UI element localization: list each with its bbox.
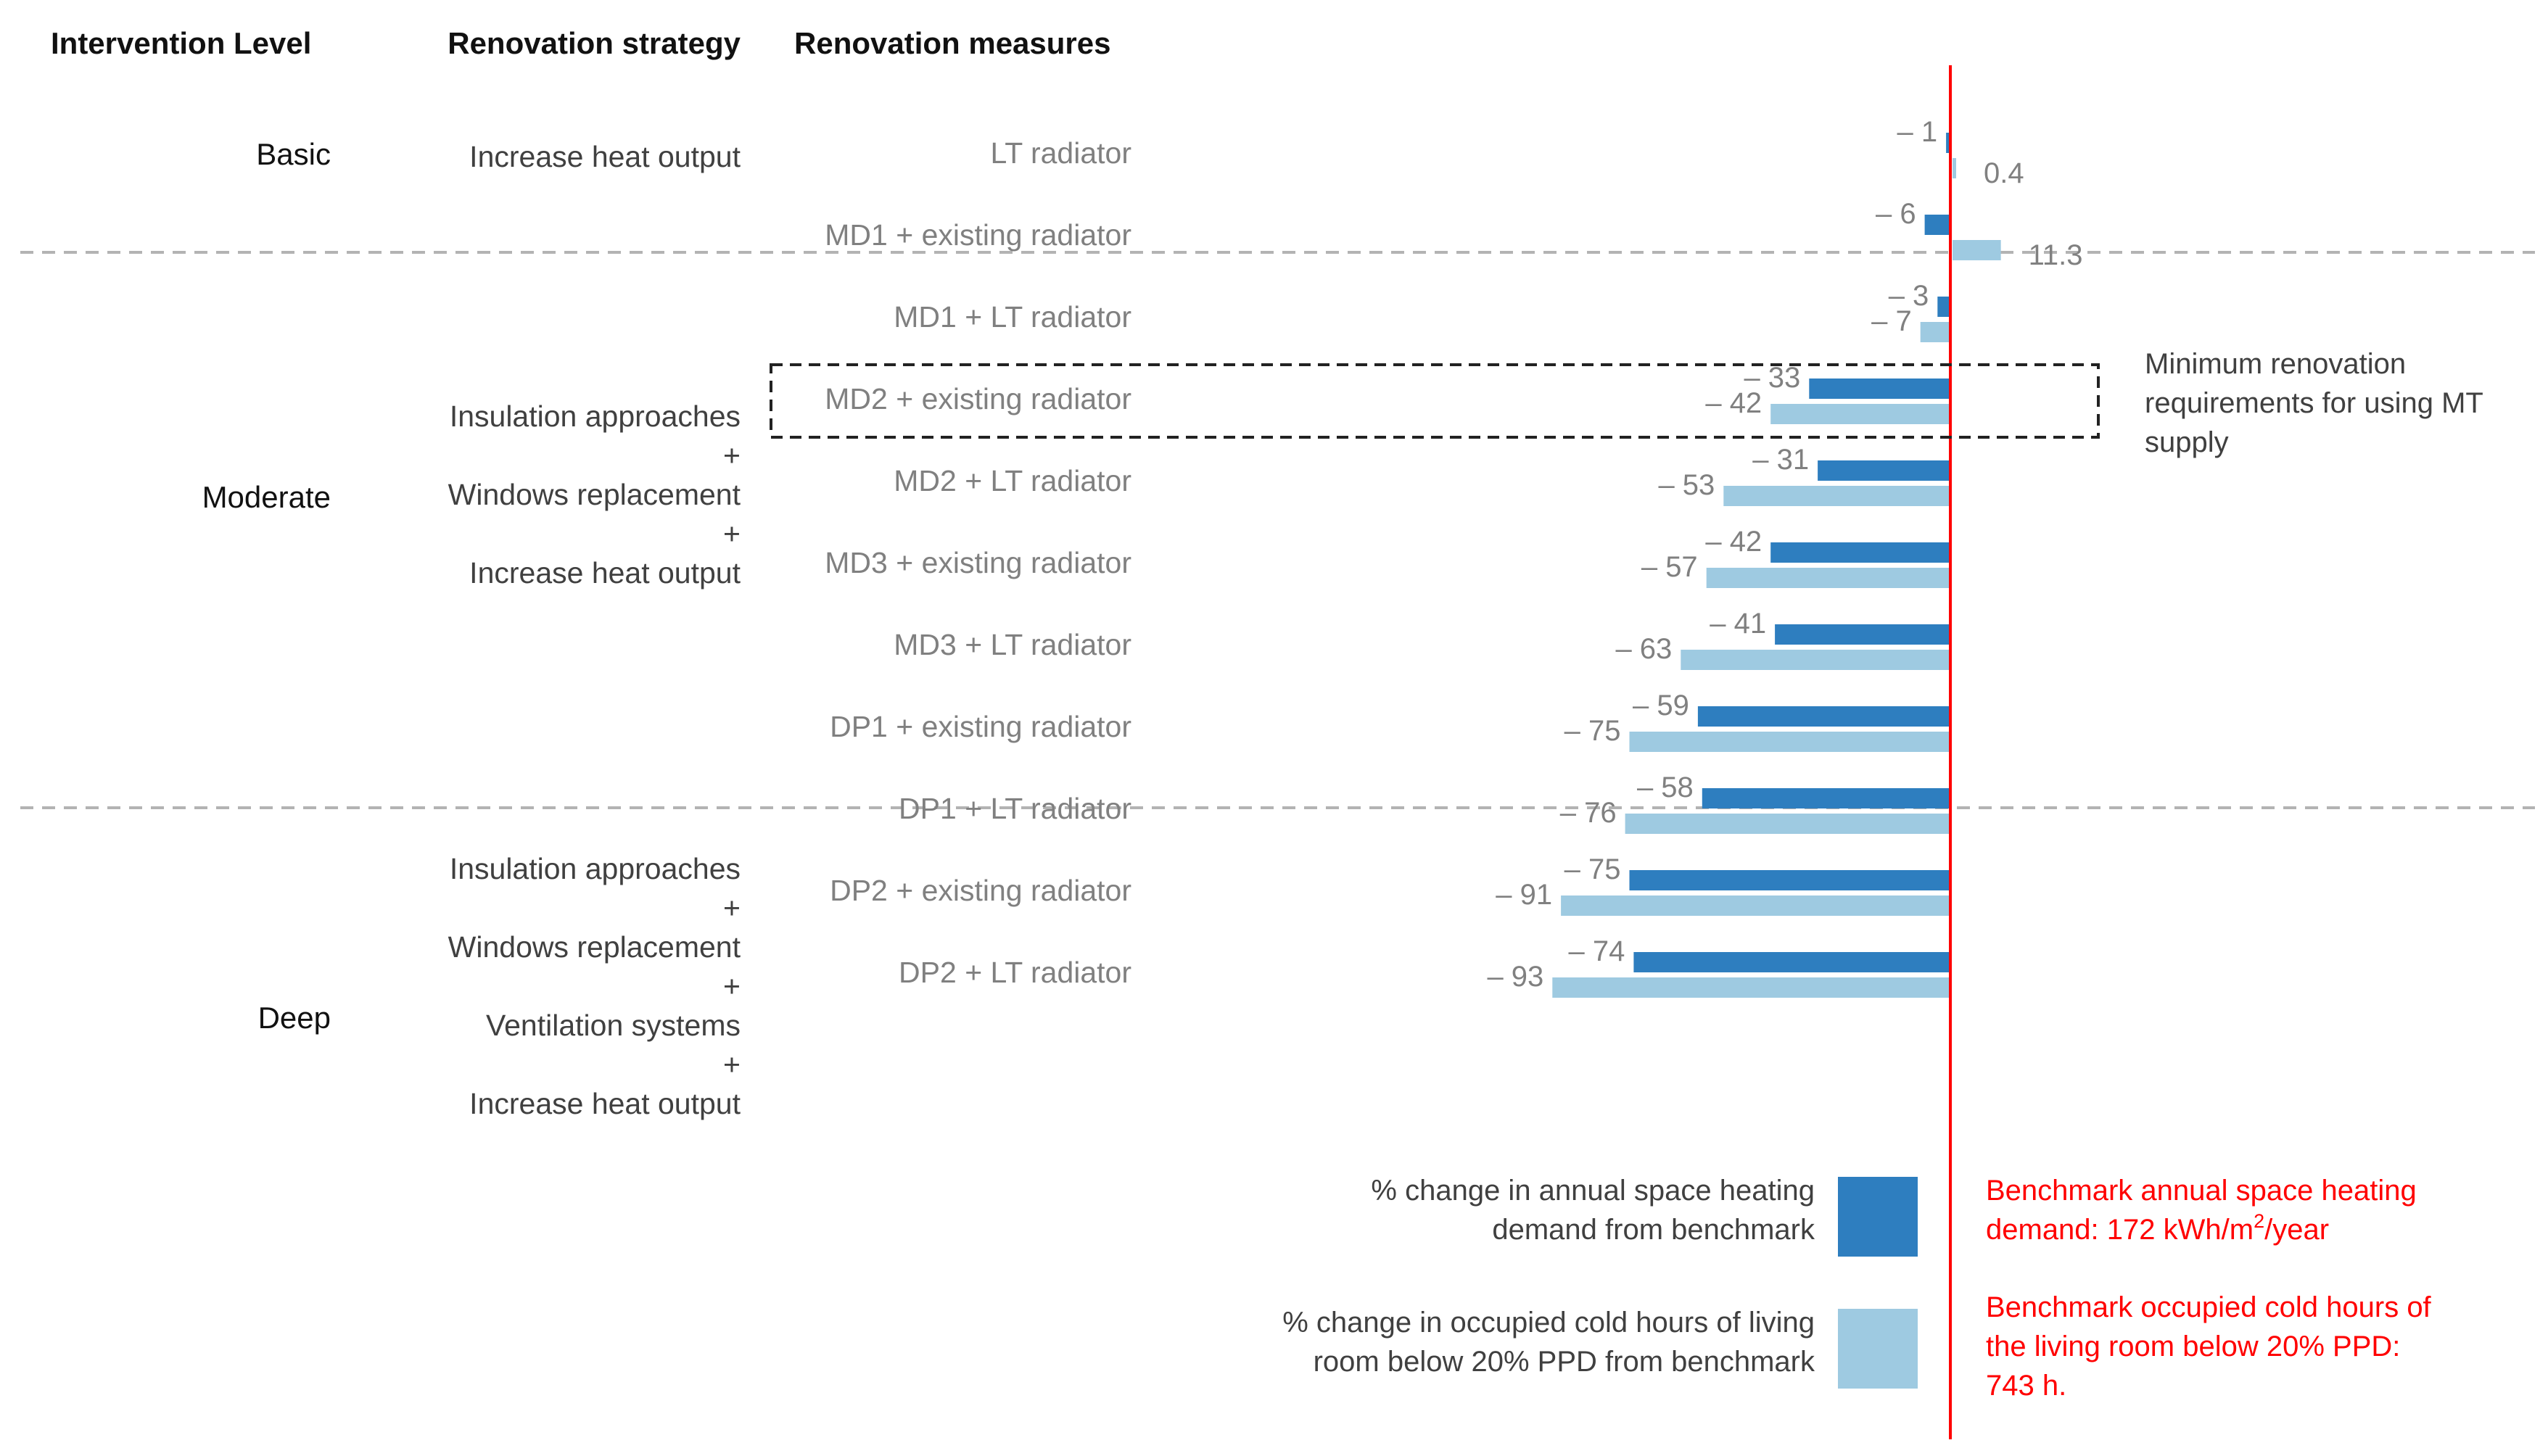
value-label-heating-demand: – 59 (1633, 690, 1689, 721)
legend-label: demand from benchmark (1492, 1214, 1815, 1246)
value-label-heating-demand: – 31 (1752, 444, 1809, 476)
benchmark-cold-hours-note: the living room below 20% PPD: (1986, 1331, 2400, 1362)
strategy-plus: + (723, 1048, 741, 1081)
benchmark-heating-note: Benchmark annual space heating (1986, 1175, 2417, 1207)
mt-supply-annotation: supply (2145, 426, 2229, 458)
bar-cold-hours (1953, 240, 2001, 260)
value-label-heating-demand: – 33 (1744, 362, 1800, 394)
value-label-cold-hours: – 75 (1564, 715, 1621, 747)
bar-cold-hours (1953, 158, 1956, 178)
bar-heating-demand (1702, 788, 1950, 808)
measure-label: DP2 + LT radiator (899, 956, 1131, 989)
bar-heating-demand (1697, 706, 1950, 727)
bar-cold-hours (1625, 814, 1950, 834)
bar-cold-hours (1561, 895, 1950, 916)
bar-cold-hours (1770, 404, 1950, 424)
strategy-line: Increase heat output (469, 556, 741, 590)
strategy-line: Windows replacement (448, 478, 741, 511)
measure-label: DP1 + LT radiator (899, 792, 1131, 825)
measure-label: MD2 + existing radiator (825, 382, 1131, 415)
mt-supply-annotation: requirements for using MT (2145, 387, 2483, 419)
value-label-heating-demand: – 74 (1569, 935, 1625, 967)
strategy-line: Increase heat output (469, 1087, 741, 1120)
bar-heating-demand (1633, 952, 1950, 972)
bar-cold-hours (1681, 650, 1950, 670)
legend-swatch (1838, 1177, 1918, 1257)
mt-supply-annotation: Minimum renovation (2145, 348, 2406, 380)
bar-heating-demand (1818, 460, 1950, 481)
strategy-line: Windows replacement (448, 930, 741, 964)
value-label-cold-hours: – 53 (1658, 469, 1715, 501)
bar-heating-demand (1809, 379, 1950, 399)
legend-label: % change in occupied cold hours of livin… (1282, 1307, 1815, 1339)
measure-label: MD1 + existing radiator (825, 218, 1131, 252)
value-label-cold-hours: – 76 (1560, 797, 1617, 829)
legend-label: % change in annual space heating (1371, 1175, 1815, 1207)
measure-label: MD3 + existing radiator (825, 546, 1131, 579)
strategy-plus: + (723, 891, 741, 925)
legend-label: room below 20% PPD from benchmark (1314, 1346, 1815, 1378)
value-label-heating-demand: – 75 (1564, 853, 1621, 885)
strategy-line: Ventilation systems (486, 1009, 741, 1042)
value-label-heating-demand: – 1 (1897, 116, 1937, 148)
strategy-line: Insulation approaches (450, 400, 741, 433)
bar-heating-demand (1775, 624, 1950, 645)
bar-cold-hours (1723, 486, 1950, 506)
measure-label: MD2 + LT radiator (894, 464, 1131, 497)
value-label-heating-demand: – 6 (1876, 198, 1916, 230)
bar-cold-hours (1920, 322, 1950, 342)
bar-cold-hours (1552, 977, 1950, 998)
header-intervention-level: Intervention Level (51, 26, 311, 60)
legend-swatch (1838, 1309, 1918, 1389)
strategy-line: Increase heat output (469, 140, 741, 173)
bar-heating-demand (1924, 215, 1950, 235)
bar-heating-demand (1629, 870, 1950, 890)
bar-heating-demand (1946, 133, 1950, 153)
value-label-cold-hours: – 7 (1871, 305, 1912, 337)
bar-heating-demand (1937, 297, 1950, 317)
strategy-plus: + (723, 439, 741, 472)
measure-label: LT radiator (991, 136, 1131, 170)
measure-label: MD3 + LT radiator (894, 628, 1131, 661)
value-label-heating-demand: – 58 (1637, 772, 1694, 803)
value-label-cold-hours: – 91 (1496, 879, 1552, 911)
value-label-cold-hours: 11.3 (2029, 239, 2083, 271)
level-deep: Deep (258, 1001, 331, 1035)
level-basic: Basic (256, 137, 331, 171)
measure-label: MD1 + LT radiator (894, 300, 1131, 334)
bar-heating-demand (1770, 542, 1950, 563)
value-label-heating-demand: – 3 (1889, 280, 1929, 312)
value-label-cold-hours: – 63 (1615, 633, 1672, 665)
value-label-heating-demand: – 41 (1710, 608, 1766, 640)
value-label-cold-hours: – 42 (1705, 387, 1762, 419)
benchmark-cold-hours-note: Benchmark occupied cold hours of (1986, 1291, 2432, 1323)
bar-cold-hours (1629, 732, 1950, 752)
value-label-cold-hours: – 57 (1641, 551, 1698, 583)
header-renovation-strategy: Renovation strategy (448, 26, 741, 60)
strategy-plus: + (723, 517, 741, 550)
bar-cold-hours (1706, 568, 1950, 588)
value-label-heating-demand: – 42 (1705, 526, 1762, 558)
value-label-cold-hours: 0.4 (1984, 157, 2024, 189)
value-label-cold-hours: – 93 (1487, 961, 1543, 993)
strategy-plus: + (723, 969, 741, 1003)
measure-label: DP1 + existing radiator (830, 710, 1131, 743)
mt-supply-threshold-box (770, 363, 2100, 439)
measure-label: DP2 + existing radiator (830, 874, 1131, 907)
level-moderate: Moderate (202, 480, 331, 514)
strategy-line: Insulation approaches (450, 852, 741, 885)
benchmark-heating-note: demand: 172 kWh/m2/year (1986, 1210, 2329, 1246)
benchmark-cold-hours-note: 743 h. (1986, 1370, 2066, 1402)
header-renovation-measures: Renovation measures (794, 26, 1111, 60)
